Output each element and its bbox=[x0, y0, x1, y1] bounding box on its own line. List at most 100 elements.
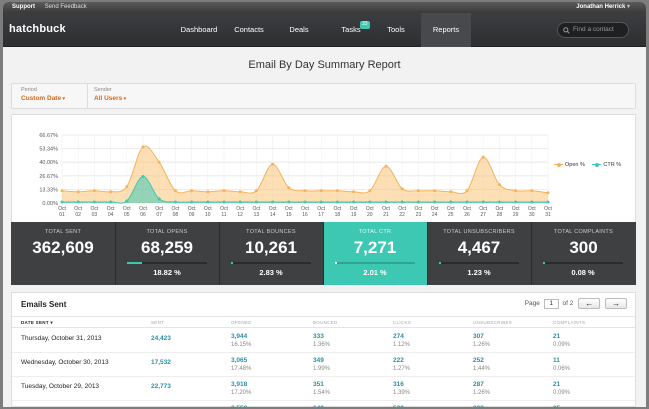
stat-progress-bar bbox=[439, 262, 519, 264]
legend-open[interactable]: Open % bbox=[554, 162, 588, 168]
data-point bbox=[76, 200, 80, 204]
nav-tools[interactable]: Tools bbox=[387, 25, 405, 34]
x-tick-label: Oct bbox=[236, 206, 244, 212]
stat-total-sent[interactable]: TOTAL SENT 362,609 bbox=[11, 222, 115, 285]
data-point bbox=[433, 200, 437, 204]
stat-progress-fill bbox=[127, 262, 143, 264]
col-date-sent[interactable]: DATE SENT ▾ bbox=[21, 320, 53, 325]
x-tick-label: Oct bbox=[398, 206, 406, 212]
table-row[interactable]: Thursday, October 31, 2013 24,423 3,944 16.… bbox=[12, 329, 635, 353]
x-tick-label: Oct bbox=[155, 206, 163, 212]
data-point bbox=[530, 189, 534, 193]
col-unsubscribes[interactable]: UNSUBSCRIBES bbox=[473, 320, 513, 325]
x-tick-label: 24 bbox=[432, 212, 438, 218]
data-point bbox=[125, 199, 129, 203]
stat-total-opens[interactable]: TOTAL OPENS 68,259 18.82 % bbox=[115, 222, 219, 285]
col-bounced[interactable]: BOUNCED bbox=[313, 320, 338, 325]
col-opened[interactable]: OPENED bbox=[231, 320, 252, 325]
col-complaints[interactable]: COMPLAINTS bbox=[553, 320, 586, 325]
data-point bbox=[416, 189, 420, 193]
y-tick-label: 66.67% bbox=[39, 133, 58, 139]
unsub-value: 298 bbox=[473, 405, 490, 407]
find-contact-search[interactable]: Find a contact bbox=[557, 22, 629, 38]
sender-label: Sender bbox=[94, 87, 112, 93]
period-label: Period bbox=[21, 87, 37, 93]
x-tick-label: 05 bbox=[124, 212, 130, 218]
bounced-value: 649 bbox=[313, 405, 330, 407]
data-point bbox=[481, 155, 485, 159]
x-tick-label: 29 bbox=[513, 212, 519, 218]
legend-ctr[interactable]: CTR % bbox=[592, 162, 624, 168]
x-tick-label: Oct bbox=[447, 206, 455, 212]
hatchbuck-logo[interactable]: hatchbuck bbox=[9, 23, 66, 35]
x-tick-label: 04 bbox=[108, 212, 114, 218]
stat-label: TOTAL CTR bbox=[358, 229, 392, 235]
search-placeholder: Find a contact bbox=[573, 26, 614, 33]
bounced-percent: 1.54% bbox=[313, 390, 331, 396]
sender-filter[interactable]: Sender All Users bbox=[94, 87, 126, 102]
stat-total-unsubscribers[interactable]: TOTAL UNSUBSCRIBERS 4,467 1.23 % bbox=[427, 222, 531, 285]
complaints-value: 11 bbox=[553, 357, 560, 364]
main-navbar: hatchbuck Dashboard Contacts Deals Tasks… bbox=[3, 13, 646, 47]
x-tick-label: Oct bbox=[172, 206, 180, 212]
x-tick-label: 16 bbox=[302, 212, 308, 218]
col-sent[interactable]: SENT bbox=[151, 320, 165, 325]
nav-contacts[interactable]: Contacts bbox=[234, 25, 264, 34]
table-row[interactable]: Wednesday, October 30, 2013 17,532 3,065 17… bbox=[12, 353, 635, 377]
col-clicks[interactable]: CLICKS bbox=[393, 320, 412, 325]
x-tick-label: Oct bbox=[301, 206, 309, 212]
stat-progress-bar bbox=[127, 262, 207, 264]
x-tick-label: 08 bbox=[173, 212, 179, 218]
period-filter[interactable]: Period Custom Date bbox=[21, 87, 65, 102]
stat-progress-bar bbox=[543, 262, 623, 264]
stat-progress-fill bbox=[231, 262, 234, 264]
complaints-cell: 250.12% bbox=[553, 405, 570, 407]
x-tick-label: 17 bbox=[318, 212, 324, 218]
stat-percent: 2.83 % bbox=[259, 268, 283, 277]
unsub-percent: 1.26% bbox=[473, 342, 491, 348]
clicks-percent: 1.27% bbox=[393, 366, 411, 372]
data-point bbox=[287, 186, 291, 190]
nav-reports[interactable]: Reports bbox=[421, 13, 471, 47]
unsub-cell: 307 1.26% bbox=[473, 333, 490, 349]
data-point bbox=[368, 200, 372, 204]
user-menu[interactable]: Jonathan Herrick bbox=[576, 2, 630, 13]
prev-page-button[interactable]: ← bbox=[578, 298, 601, 309]
x-tick-label: 27 bbox=[480, 212, 486, 218]
stats-strip: TOTAL SENT 362,609 TOTAL OPENS 68,259 18.82 … bbox=[11, 222, 636, 285]
stat-total-bounces[interactable]: TOTAL BOUNCES 10,261 2.83 % bbox=[219, 222, 323, 285]
data-point bbox=[546, 191, 550, 195]
stat-label: TOTAL OPENS bbox=[146, 229, 188, 235]
nav-dashboard[interactable]: Dashboard bbox=[180, 25, 218, 34]
sent-value: 22,773 bbox=[151, 383, 171, 390]
x-tick-label: Oct bbox=[415, 206, 423, 212]
data-point bbox=[141, 174, 145, 178]
legend-ctr-label: CTR % bbox=[603, 162, 622, 168]
data-point bbox=[92, 200, 96, 204]
data-point bbox=[271, 162, 275, 166]
table-row[interactable]: Tuesday, October 29, 2013 22,773 3,918 17.2… bbox=[12, 377, 635, 401]
data-point bbox=[352, 200, 356, 204]
table-row[interactable]: Monday, October 28, 201320,4993,55817.36… bbox=[12, 401, 635, 407]
send-feedback-link[interactable]: Send Feedback bbox=[44, 4, 87, 10]
clicks-cell: 222 1.27% bbox=[393, 357, 410, 373]
nav-tasks[interactable]: Tasks 33 bbox=[329, 13, 373, 47]
page-number-input[interactable]: 1 bbox=[543, 298, 559, 309]
data-point bbox=[109, 200, 113, 204]
data-point bbox=[319, 200, 323, 204]
stat-divider bbox=[427, 222, 428, 285]
stat-total-ctr[interactable]: TOTAL CTR 7,271 2.01 % bbox=[323, 222, 427, 285]
x-tick-label: 26 bbox=[464, 212, 470, 218]
nav-deals[interactable]: Deals bbox=[289, 25, 309, 34]
next-page-button[interactable]: → bbox=[605, 298, 627, 309]
x-tick-label: Oct bbox=[317, 206, 325, 212]
stat-total-complaints[interactable]: TOTAL COMPLAINTS 300 0.08 % bbox=[531, 222, 636, 285]
x-tick-label: Oct bbox=[91, 206, 99, 212]
sender-value[interactable]: All Users bbox=[94, 95, 126, 102]
x-tick-label: Oct bbox=[544, 206, 552, 212]
support-link[interactable]: Support bbox=[12, 4, 35, 10]
period-value[interactable]: Custom Date bbox=[21, 95, 65, 102]
opened-percent: 16.15% bbox=[231, 342, 252, 348]
stat-divider bbox=[219, 222, 220, 285]
clicks-value: 274 bbox=[393, 333, 404, 340]
